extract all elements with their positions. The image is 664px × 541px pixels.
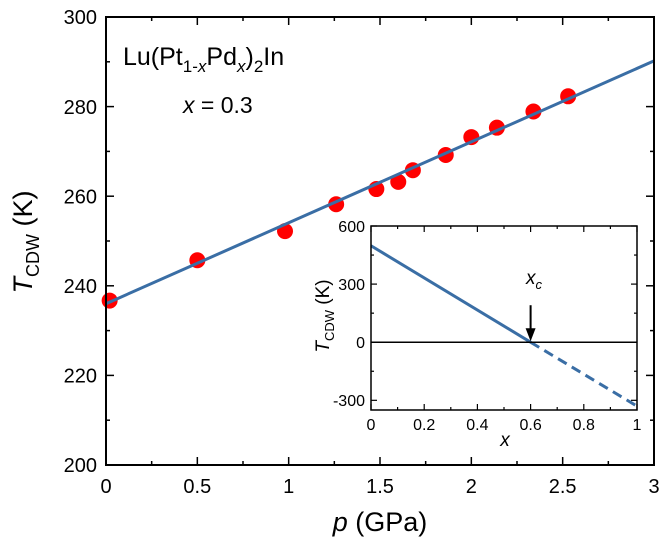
critical-point-label: xc [525,268,543,292]
compound-part: ) [245,43,253,71]
fit-line [370,244,532,344]
x-tick-label: 1.5 [366,476,394,498]
y-axis-sub: CDW [23,234,43,277]
x-tick-label: 2 [466,476,477,498]
y-tick-label: -300 [333,393,365,410]
fit-line [105,59,655,306]
y-axis-label: TCDW (K) [8,191,43,294]
compound-part: Pd [206,43,237,71]
composition-value: = 0.3 [195,92,253,118]
compound-part: In [263,43,284,71]
inset-y-axis-sub: CDW [322,309,337,341]
x-tick-label: 0.4 [466,417,488,434]
y-axis-var: T [8,275,38,294]
x-axis-var: p [332,507,348,537]
critical-point-sub: c [536,277,543,292]
y-tick-label: 0 [356,335,365,352]
compound-part: 1- [183,57,198,76]
x-tick-label: 1 [283,476,294,498]
x-tick-label: 2.5 [549,476,577,498]
critical-point-var: x [525,268,537,289]
data-point [390,173,407,190]
compound-part: Lu(Pt [123,43,183,71]
y-tick-label: 200 [64,455,97,477]
x-tick-label: 0.8 [573,417,595,434]
composition-annotation: x = 0.3 [182,92,253,118]
y-tick-label: 280 [64,97,97,119]
y-tick-label: 260 [64,186,97,208]
compound-part: x [236,57,246,76]
y-tick-label: 300 [64,7,97,29]
x-tick-label: 0 [367,417,376,434]
x-tick-label: 0.2 [413,417,435,434]
y-tick-label: 300 [338,277,365,294]
x-tick-label: 0.6 [519,417,541,434]
inset-y-axis-var: T [313,340,334,353]
composition-var: x [182,92,196,118]
compound-annotation: Lu(Pt1-xPdx)2In [123,43,284,76]
inset-x-axis-label: x [499,430,511,451]
compound-part: 2 [254,57,263,76]
x-tick-label: 3 [648,476,659,498]
y-tick-label: 600 [338,219,365,236]
compound-part: x [197,57,207,76]
x-tick-label: 0 [100,476,111,498]
y-axis-unit: (K) [8,191,38,235]
critical-point-marker: xc [525,268,543,342]
inset-y-axis-label: TCDW (K) [313,279,337,352]
plot-frame [105,16,655,466]
x-axis-unit: (GPa) [348,507,428,537]
y-tick-label: 240 [64,276,97,298]
plot-frame [370,225,638,411]
inset-background [371,226,637,410]
x-tick-label: 1 [633,417,642,434]
inset-y-axis-unit: (K) [313,279,334,310]
y-tick-label: 220 [64,366,97,388]
x-tick-label: 0.5 [183,476,211,498]
critical-point-arrow-head [525,328,536,342]
x-axis-label: p (GPa) [332,507,428,537]
extrapolation-line [529,340,638,408]
